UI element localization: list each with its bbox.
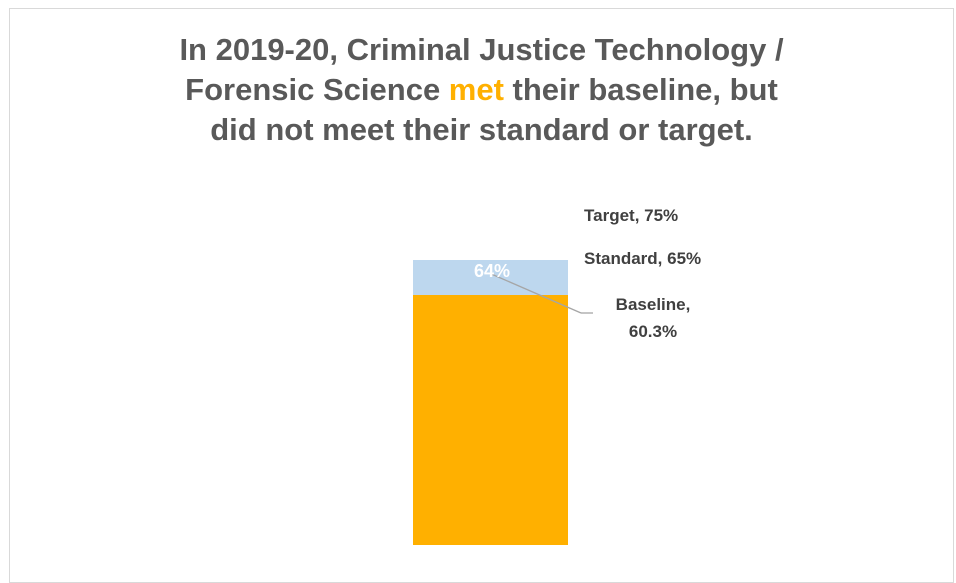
target-label: Target, 75% (584, 206, 678, 225)
title-line-2-start: Forensic Science (185, 72, 449, 107)
title-line-3: did not meet their standard or target. (210, 112, 753, 147)
bar-value (413, 262, 568, 545)
baseline-leader-line (488, 272, 582, 314)
title-line-2-end: their baseline, but (503, 72, 778, 107)
title-line-1: In 2019-20, Criminal Justice Technology … (179, 32, 784, 67)
bar-data-label: 64% (474, 261, 510, 281)
title-highlight: met (448, 72, 504, 107)
chart-plot: 64% Target, 75% Standard, 65% Baseline, … (413, 206, 701, 545)
standard-band (413, 260, 568, 295)
standard-label: Standard, 65% (584, 249, 701, 268)
chart-title: In 2019-20, Criminal Justice Technology … (9, 30, 954, 150)
baseline-label-line-2: 60.3% (629, 322, 677, 341)
title-line-2: Forensic Science met their baseline, but (9, 70, 954, 110)
baseline-label-line-1: Baseline, (616, 295, 691, 314)
